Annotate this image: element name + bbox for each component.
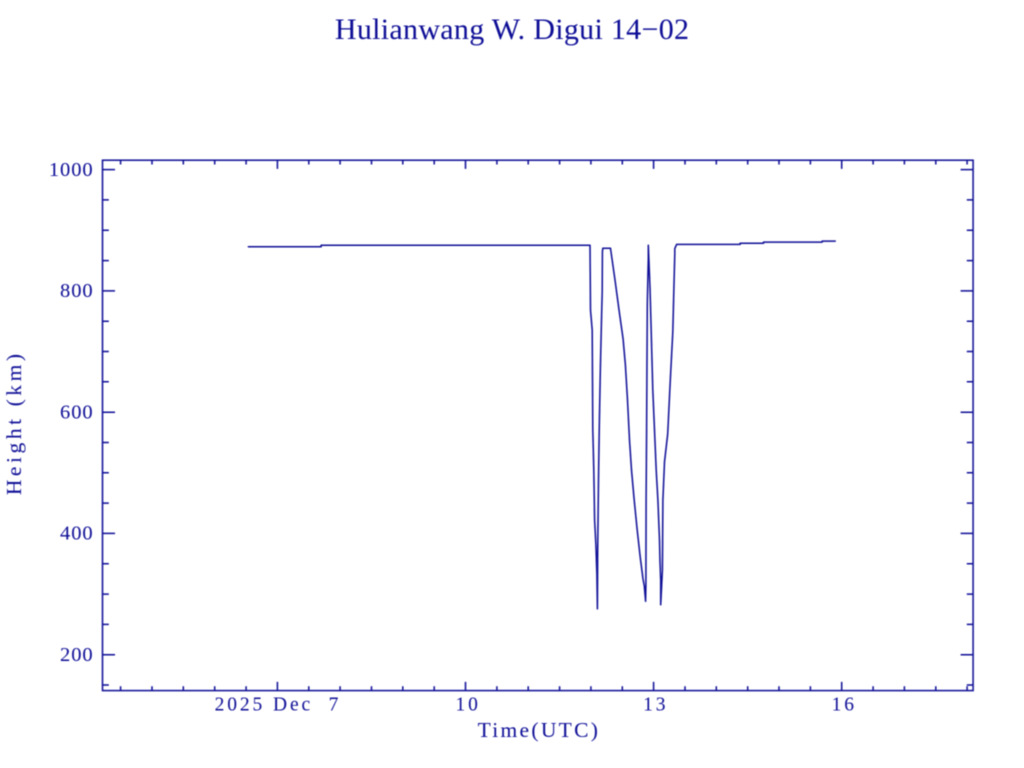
svg-text:16: 16 <box>832 695 857 716</box>
svg-text:Height (km): Height (km) <box>2 350 26 495</box>
svg-text:2025 Dec 7: 2025 Dec 7 <box>215 695 342 716</box>
svg-text:10: 10 <box>455 695 480 716</box>
svg-text:Hulianwang W. Digui 14−02: Hulianwang W. Digui 14−02 <box>335 13 689 46</box>
svg-text:400: 400 <box>60 523 93 545</box>
svg-text:800: 800 <box>60 280 93 302</box>
svg-text:13: 13 <box>643 695 668 716</box>
svg-text:200: 200 <box>60 644 93 666</box>
svg-text:1000: 1000 <box>49 159 94 181</box>
svg-text:600: 600 <box>60 401 93 423</box>
svg-text:Time(UTC): Time(UTC) <box>478 718 601 742</box>
